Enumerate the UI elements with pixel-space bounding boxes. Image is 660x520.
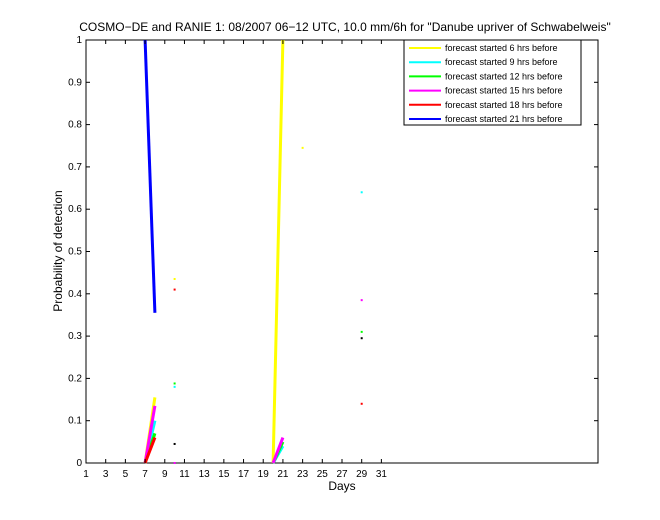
- series-3: [143, 299, 363, 464]
- series-line: [143, 39, 157, 313]
- x-tick-label: 29: [356, 469, 368, 480]
- x-tick-label: 19: [258, 469, 270, 480]
- x-tick-label: 23: [297, 469, 309, 480]
- y-axis-label: Probability of detection: [51, 190, 65, 311]
- y-tick-label: 1: [76, 35, 82, 46]
- y-tick-label: 0.9: [68, 77, 82, 88]
- y-tick-label: 0.4: [68, 289, 82, 300]
- x-tick-label: 7: [142, 469, 148, 480]
- y-tick-label: 0.1: [68, 416, 82, 427]
- x-tick-label: 5: [123, 469, 129, 480]
- data-marks: [143, 39, 363, 464]
- x-tick-label: 9: [162, 469, 168, 480]
- y-tick-label: 0.3: [68, 331, 82, 342]
- x-tick-label: 1: [83, 469, 89, 480]
- legend: forecast started 6 hrs before forecast st…: [403, 39, 582, 126]
- series-5: [143, 39, 157, 313]
- legend-entry: forecast started 12 hrs before: [445, 71, 563, 81]
- legend-entry: forecast started 15 hrs before: [445, 86, 563, 96]
- x-tick-label: 17: [238, 469, 250, 480]
- data-point: [360, 402, 363, 405]
- data-point: [360, 299, 363, 302]
- series-line: [143, 437, 157, 464]
- legend-entry: forecast started 9 hrs before: [445, 57, 558, 67]
- chart-title: COSMO−DE and RANIE 1: 08/2007 06−12 UTC,…: [79, 20, 610, 34]
- y-tick-label: 0.6: [68, 204, 82, 215]
- x-tick-label: 15: [218, 469, 230, 480]
- x-tick-label: 25: [317, 469, 329, 480]
- legend-box: [403, 39, 582, 126]
- series-4: [143, 288, 363, 464]
- y-axis-ticks: 0 0.1 0.2 0.3 0.4 0.5 0.6 0.7 0.8 0.9 1: [68, 35, 598, 469]
- data-point: [360, 191, 363, 194]
- series-line: [271, 437, 285, 464]
- data-point: [301, 146, 304, 149]
- series-6: [173, 337, 363, 445]
- x-tick-label: 21: [277, 469, 289, 480]
- y-tick-label: 0.8: [68, 120, 82, 131]
- data-point: [360, 330, 363, 333]
- legend-entry: forecast started 21 hrs before: [445, 114, 563, 124]
- data-point: [173, 385, 176, 388]
- x-axis-label: Days: [328, 479, 355, 493]
- x-tick-label: 27: [336, 469, 348, 480]
- data-point: [173, 462, 176, 464]
- data-point: [360, 337, 363, 340]
- data-point: [173, 288, 176, 291]
- x-tick-label: 3: [103, 469, 109, 480]
- x-tick-label: 11: [179, 469, 190, 480]
- series-line: [143, 405, 157, 464]
- y-tick-label: 0.7: [68, 162, 82, 173]
- data-point: [173, 382, 176, 385]
- data-point: [173, 277, 176, 280]
- legend-entry: forecast started 6 hrs before: [445, 43, 558, 53]
- x-axis-ticks: 1 3 5 7 9 11 13 15 17 19 21 23 25 27 29 31: [83, 40, 387, 480]
- y-tick-label: 0: [76, 458, 82, 469]
- x-tick-label: 13: [199, 469, 211, 480]
- x-tick-label: 31: [376, 469, 388, 480]
- legend-entry: forecast started 18 hrs before: [445, 100, 563, 110]
- y-tick-label: 0.2: [68, 373, 82, 384]
- data-point: [173, 442, 176, 445]
- y-tick-label: 0.5: [68, 247, 82, 258]
- series-line: [271, 39, 285, 464]
